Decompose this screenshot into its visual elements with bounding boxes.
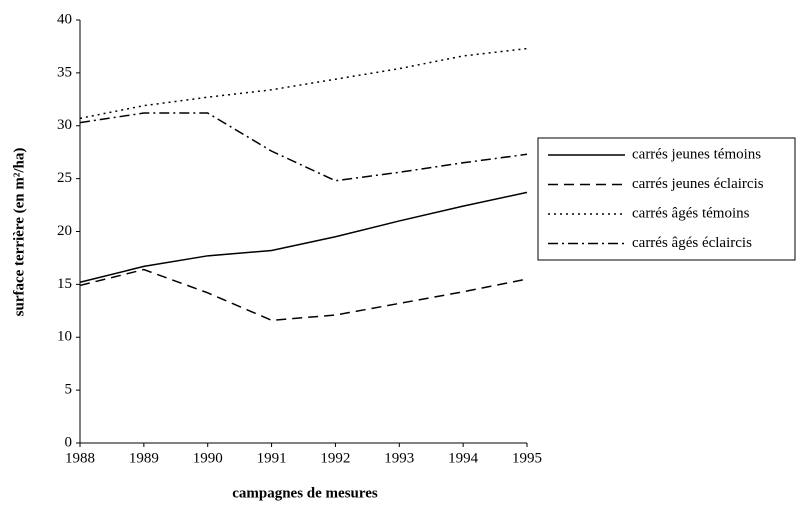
x-tick-label: 1993 [384, 450, 414, 466]
legend-label: carrés jeunes éclaircis [632, 176, 764, 192]
x-tick-label: 1990 [193, 450, 223, 466]
y-tick-label: 30 [57, 117, 72, 133]
x-axis-label: campagnes de mesures [232, 485, 378, 501]
y-tick-label: 0 [65, 434, 73, 450]
y-tick-label: 20 [57, 223, 72, 239]
y-tick-label: 25 [57, 170, 72, 186]
y-tick-label: 35 [57, 64, 72, 80]
x-tick-label: 1991 [257, 450, 287, 466]
x-tick-label: 1995 [512, 450, 542, 466]
legend-label: carrés jeunes témoins [632, 146, 761, 162]
x-tick-label: 1988 [65, 450, 95, 466]
series-line [79, 268, 528, 322]
y-tick-label: 5 [65, 382, 73, 398]
series-line [79, 191, 528, 283]
x-tick-label: 1989 [129, 450, 159, 466]
legend-box [537, 137, 796, 261]
series-line [79, 112, 528, 182]
series-line [79, 47, 528, 120]
legend-label: carrés âgés témoins [632, 205, 750, 221]
y-tick-label: 15 [57, 276, 72, 292]
x-tick-label: 1994 [448, 450, 479, 466]
y-tick-label: 40 [57, 11, 72, 27]
legend-label: carrés âgés éclaircis [632, 235, 752, 251]
y-axis-label: surface terrière (en m²/ha) [11, 148, 27, 317]
y-tick-label: 10 [57, 329, 72, 345]
x-tick-label: 1992 [320, 450, 350, 466]
